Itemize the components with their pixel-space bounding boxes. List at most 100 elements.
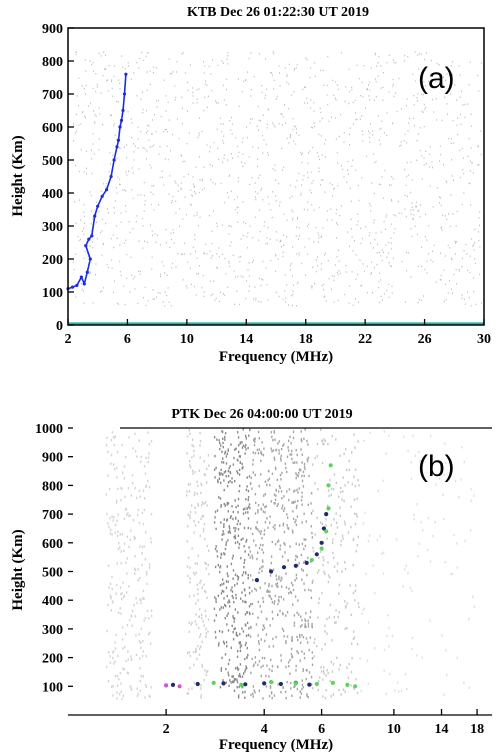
noise-speck xyxy=(226,519,228,522)
noise-speck xyxy=(407,571,409,575)
noise-speck xyxy=(84,59,86,61)
noise-speck xyxy=(352,101,354,104)
noise-speck xyxy=(300,192,302,194)
noise-speck xyxy=(262,152,264,154)
noise-speck xyxy=(288,63,290,66)
noise-speck xyxy=(303,538,305,541)
trace-point xyxy=(96,204,100,208)
noise-speck xyxy=(227,674,230,677)
noise-speck xyxy=(114,200,116,202)
noise-speck xyxy=(114,212,115,214)
noise-speck xyxy=(117,176,119,179)
noise-speck xyxy=(132,227,134,230)
noise-speck xyxy=(232,157,233,159)
noise-speck xyxy=(220,504,222,507)
noise-speck xyxy=(175,96,177,99)
noise-speck xyxy=(305,612,307,615)
noise-speck xyxy=(131,274,133,277)
noise-speck xyxy=(118,541,120,545)
noise-speck xyxy=(318,167,320,169)
noise-speck xyxy=(83,233,85,235)
trace-point xyxy=(85,270,89,274)
noise-speck xyxy=(203,583,205,586)
noise-speck xyxy=(293,69,295,72)
noise-speck xyxy=(252,146,254,148)
noise-speck xyxy=(247,653,249,657)
noise-speck xyxy=(129,538,132,541)
noise-speck xyxy=(292,217,294,220)
noise-speck xyxy=(141,564,143,567)
noise-speck xyxy=(383,669,385,672)
noise-speck xyxy=(216,550,218,553)
noise-speck xyxy=(174,85,176,87)
noise-speck xyxy=(455,268,457,271)
noise-speck xyxy=(255,196,257,198)
noise-speck xyxy=(262,600,265,603)
noise-speck xyxy=(160,273,161,276)
noise-speck xyxy=(307,201,309,203)
noise-speck xyxy=(479,224,480,226)
noise-speck xyxy=(245,600,247,604)
noise-speck xyxy=(164,291,166,293)
noise-speck xyxy=(352,538,355,542)
noise-speck xyxy=(296,461,298,464)
noise-speck xyxy=(116,139,118,141)
noise-speck xyxy=(141,552,143,555)
noise-speck xyxy=(139,689,141,692)
noise-speck xyxy=(254,191,256,193)
noise-speck xyxy=(137,508,139,512)
noise-speck xyxy=(198,615,200,618)
noise-speck xyxy=(429,166,431,168)
noise-speck xyxy=(275,179,277,181)
noise-speck xyxy=(136,95,138,97)
noise-speck xyxy=(326,669,328,672)
noise-speck xyxy=(244,452,246,455)
x-tick-label: 26 xyxy=(418,332,432,347)
noise-speck xyxy=(237,650,239,653)
noise-speck xyxy=(292,246,294,248)
noise-speck xyxy=(302,561,305,564)
noise-speck xyxy=(282,169,283,171)
trace-point xyxy=(84,244,88,248)
noise-speck xyxy=(414,454,416,457)
noise-speck xyxy=(222,679,224,682)
panel-a-title: KTB Dec 26 01:22:30 UT 2019 xyxy=(187,5,369,20)
noise-speck xyxy=(271,669,273,672)
panel-a-trace xyxy=(66,72,128,291)
noise-speck xyxy=(91,241,93,243)
noise-speck xyxy=(197,588,199,591)
x-tick-label: 18 xyxy=(470,722,484,737)
noise-speck xyxy=(454,253,456,255)
noise-speck xyxy=(229,265,231,268)
noise-speck xyxy=(185,285,187,287)
noise-speck xyxy=(447,292,449,294)
noise-speck xyxy=(127,487,130,490)
noise-speck xyxy=(102,242,104,245)
noise-speck xyxy=(451,572,453,575)
noise-speck xyxy=(200,482,202,485)
noise-speck xyxy=(388,645,390,648)
noise-speck xyxy=(216,128,218,131)
noise-speck xyxy=(223,518,225,521)
noise-speck xyxy=(435,483,437,486)
noise-speck xyxy=(294,595,297,598)
noise-speck xyxy=(146,150,148,152)
noise-speck xyxy=(282,298,284,301)
noise-speck xyxy=(243,80,245,83)
noise-speck xyxy=(288,664,290,668)
noise-speck xyxy=(271,540,273,544)
noise-speck xyxy=(201,665,203,668)
trace-point xyxy=(109,174,113,179)
noise-speck xyxy=(83,211,85,213)
noise-speck xyxy=(115,501,118,504)
noise-speck xyxy=(151,268,153,270)
noise-speck xyxy=(167,158,169,161)
noise-speck xyxy=(385,228,386,230)
noise-speck xyxy=(355,112,356,114)
noise-speck xyxy=(410,209,412,211)
noise-speck xyxy=(333,301,335,303)
trace-point xyxy=(324,511,329,517)
noise-speck xyxy=(401,212,403,215)
noise-speck xyxy=(242,508,245,511)
noise-speck xyxy=(294,461,296,464)
